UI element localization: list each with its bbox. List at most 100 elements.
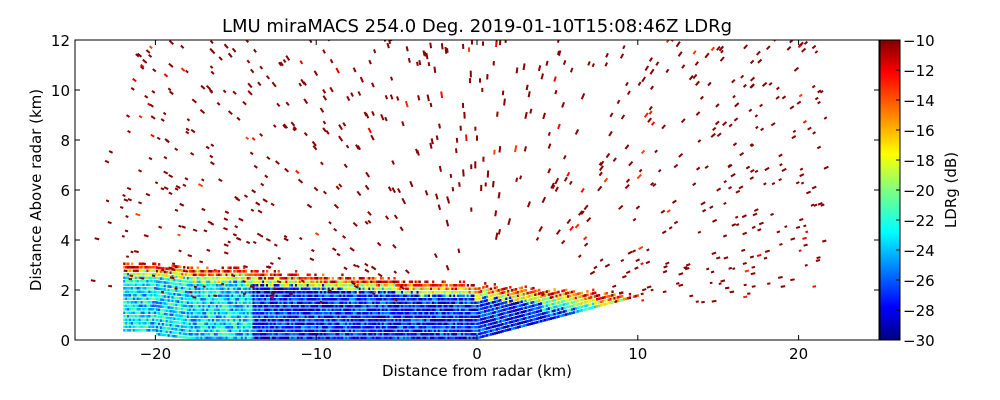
cloud-cell: [248, 312, 251, 315]
cloud-cell: [183, 266, 186, 269]
noise-speckle: [341, 235, 347, 239]
cloud-cell: [210, 284, 213, 287]
cloud-cell: [366, 301, 369, 305]
cloud-cell: [256, 287, 259, 291]
noise-speckle: [803, 40, 808, 45]
cloud-cell: [350, 291, 354, 294]
cloud-cell: [345, 329, 348, 333]
cloud-cell: [123, 276, 126, 280]
cloud-cell: [455, 326, 458, 329]
cloud-cell: [385, 322, 388, 326]
cloud-cell: [422, 336, 425, 340]
cloud-cell: [447, 294, 450, 298]
cloud-cell: [266, 270, 269, 273]
cloud-cell: [316, 291, 319, 294]
cloud-cell: [362, 291, 365, 294]
cloud-cell: [557, 311, 560, 315]
noise-speckle: [285, 101, 290, 107]
cloud-cell: [293, 326, 296, 329]
cloud-cell: [455, 315, 458, 319]
cloud-cell: [289, 319, 292, 322]
cloud-cell: [387, 315, 390, 319]
cloud-cell: [522, 299, 525, 303]
noise-speckle: [130, 250, 134, 254]
cloud-cell: [225, 336, 228, 340]
cloud-cell: [339, 287, 342, 291]
noise-speckle: [742, 83, 747, 88]
cloud-cell: [127, 301, 130, 304]
cloud-cell: [146, 283, 149, 287]
cloud-cell: [350, 284, 354, 287]
cloud-cell: [233, 270, 236, 273]
cloud-cell: [416, 322, 419, 326]
cloud-cell: [177, 265, 180, 268]
cloud-cell: [426, 312, 429, 315]
cloud-cell: [154, 308, 157, 311]
cloud-cell: [167, 306, 170, 309]
cloud-cell: [410, 305, 414, 308]
cloud-cell: [198, 270, 201, 273]
cloud-cell: [221, 322, 224, 326]
noise-speckle: [814, 50, 819, 54]
cloud-cell: [287, 326, 290, 329]
cloud-cell: [254, 277, 257, 280]
cloud-cell: [163, 316, 167, 319]
cloud-cell: [474, 333, 477, 336]
cloud-cell: [188, 277, 192, 280]
noise-speckle: [250, 68, 255, 74]
cloud-cell: [188, 312, 192, 315]
noise-speckle: [320, 161, 324, 166]
cloud-cell: [418, 298, 421, 301]
cloud-cell: [584, 297, 587, 301]
cloud-cell: [354, 315, 358, 319]
cloud-cell: [345, 312, 348, 315]
cloud-cell: [323, 315, 327, 319]
cloud-cell: [476, 294, 479, 298]
cloud-cell: [210, 301, 213, 305]
cloud-cell: [474, 315, 477, 319]
cloud-cell: [464, 322, 468, 326]
cloud-cell: [156, 318, 159, 322]
cloud-cell: [453, 294, 456, 298]
cloud-cell: [202, 294, 205, 298]
noise-speckle: [367, 210, 372, 216]
cloud-cell: [397, 322, 400, 326]
noise-speckle: [661, 124, 666, 130]
cloud-cell: [158, 319, 161, 322]
cloud-cell: [173, 292, 176, 296]
cloud-cell: [372, 301, 375, 305]
cloud-cell: [306, 280, 309, 284]
cloud-cell: [279, 277, 282, 280]
cloud-cell: [416, 312, 419, 315]
noise-speckle: [768, 81, 773, 86]
cloud-cell: [140, 262, 143, 266]
cloud-cell: [268, 280, 271, 284]
noise-speckle: [322, 120, 327, 125]
cloud-cell: [339, 305, 342, 308]
cloud-cell: [202, 315, 205, 319]
cloud-cell: [310, 326, 313, 329]
cloud-cell: [472, 308, 475, 312]
cloud-cell: [478, 322, 481, 325]
cloud-cell: [331, 294, 334, 298]
cloud-cell: [283, 336, 286, 340]
cloud-cell: [341, 315, 344, 319]
cloud-cell: [185, 332, 188, 336]
cloud-cell: [370, 298, 373, 301]
cloud-cell: [183, 290, 186, 294]
cloud-cell: [395, 291, 398, 294]
cloud-cell: [395, 329, 398, 333]
cloud-cell: [497, 303, 500, 306]
cloud-cell: [374, 284, 377, 287]
cloud-cell: [239, 326, 242, 329]
cloud-cell: [509, 300, 512, 303]
noise-speckle: [288, 292, 294, 296]
noise-speckle: [695, 111, 701, 116]
cloud-cell: [408, 291, 412, 294]
cloud-cell: [534, 289, 537, 293]
noise-speckle: [541, 196, 547, 204]
cloud-cell: [186, 301, 190, 304]
cloud-cell: [279, 273, 282, 277]
cloud-cell: [140, 301, 143, 304]
cloud-cell: [561, 293, 564, 296]
